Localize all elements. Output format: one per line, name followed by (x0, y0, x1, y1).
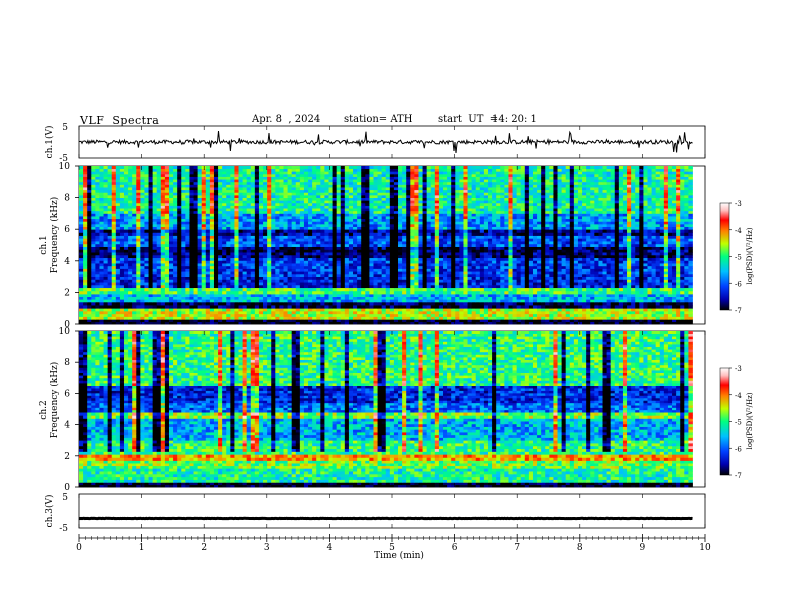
ch2-colorbar-label: log(PSD)(V²/Hz) (746, 392, 754, 449)
time-tick-label: 6 (452, 543, 458, 553)
ch1-spec-channel-label: ch.1 (39, 235, 49, 254)
time-axis-label: Time (min) (374, 550, 424, 561)
ch1-ylabel: ch.1(V) (44, 126, 55, 159)
ch1-ytick-bottom: -5 (59, 154, 68, 164)
ch3-ylabel: ch.3(V) (44, 495, 55, 528)
ch2-spectrogram-panel: 0 2 4 6 8 10 ch.2 Frequency (kHz) (39, 327, 706, 493)
ch1-spectrogram-image (79, 166, 693, 325)
start-time-value: 14: 20: 1 (492, 114, 537, 125)
ch1-waveform-line (78, 130, 693, 153)
ch1-waveform-panel: 5 -5 ch.1(V) (44, 123, 706, 164)
colorbar-tick-label: -7 (735, 472, 742, 480)
colorbar-tick-label: -3 (735, 365, 742, 373)
waveform-trace (78, 130, 693, 153)
freq-tick-label: 6 (64, 389, 70, 399)
colorbar-tick-label: -5 (735, 254, 742, 262)
time-tick-label: 10 (699, 543, 711, 553)
time-tick-label: 2 (201, 543, 207, 553)
ch3-ytick-bottom: -5 (59, 524, 68, 534)
time-tick-label: 4 (327, 543, 333, 553)
ch1-ytick-top: 5 (62, 123, 68, 133)
freq-tick-label: 0 (64, 483, 70, 493)
freq-tick-label: 0 (64, 320, 70, 330)
ch2-spectrogram-image (79, 331, 693, 488)
freq-tick-label: 6 (64, 225, 70, 235)
colorbar-tick-label: -4 (735, 227, 742, 235)
ch1-colorbar-label: log(PSD)(V²/Hz) (746, 227, 754, 284)
colorbar-tick-label: -6 (735, 280, 742, 288)
chart-title: VLF Spectra (80, 114, 160, 127)
ch3-waveform-panel: 5 -5 ch.3(V) (44, 493, 706, 534)
freq-tick-label: 10 (59, 327, 71, 337)
colorbar-tick-label: -3 (735, 200, 742, 208)
start-time-label: start UT = (438, 114, 499, 125)
colorbar-tick-label: -4 (735, 392, 742, 400)
time-tick-label: 3 (264, 543, 270, 553)
freq-tick-label: 10 (59, 162, 71, 172)
ch1-spectrogram-panel: 0 2 4 6 8 10 ch.1 Frequency (kHz) (39, 162, 706, 330)
station-label: station= ATH (344, 114, 413, 125)
freq-tick-label: 8 (64, 358, 70, 368)
time-tick-label: 8 (577, 543, 583, 553)
time-tick-label: 5 (389, 543, 395, 553)
time-tick-label: 0 (76, 543, 82, 553)
time-tick-label: 7 (514, 543, 520, 553)
freq-tick-label: 4 (64, 257, 70, 267)
colorbar-tick-label: -5 (735, 419, 742, 427)
ch3-ytick-top: 5 (62, 493, 68, 503)
time-axis: 0 1 2 3 4 5 6 7 8 9 10 (76, 126, 711, 553)
colorbar-tick-label: -6 (735, 445, 742, 453)
time-tick-label: 1 (139, 543, 145, 553)
ch1-spec-ylabel: Frequency (kHz) (49, 197, 60, 274)
freq-tick-label: 8 (64, 194, 70, 204)
ch2-colorbar: -3 -4 -5 -6 -7 log(PSD)(V²/Hz) (719, 365, 754, 480)
freq-tick-label: 2 (64, 452, 70, 462)
ch2-spec-channel-label: ch.2 (39, 400, 49, 419)
date-label: Apr. 8 , 2024 (252, 114, 321, 125)
ch1-colorbar: -3 -4 -5 -6 -7 log(PSD)(V²/Hz) (719, 200, 754, 315)
freq-tick-label: 4 (64, 421, 70, 431)
time-tick-label: 9 (640, 543, 646, 553)
ch2-spec-ylabel: Frequency (kHz) (49, 362, 60, 439)
freq-tick-label: 2 (64, 288, 70, 298)
colorbar-tick-label: -7 (735, 307, 742, 315)
